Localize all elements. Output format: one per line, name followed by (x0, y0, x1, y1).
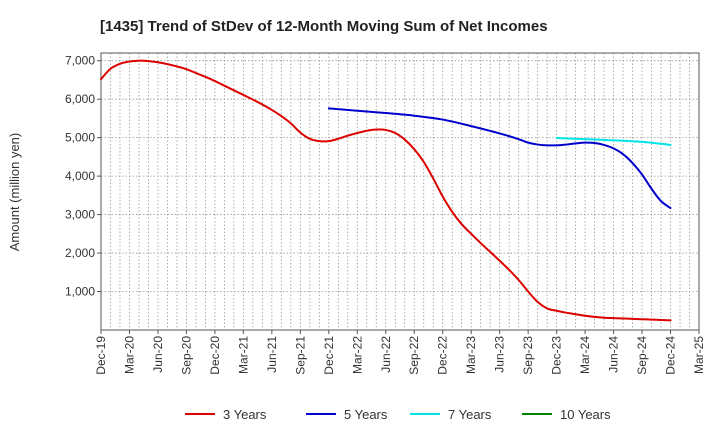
x-tick-label: Dec-21 (322, 336, 336, 375)
x-tick-label: Mar-25 (692, 336, 706, 374)
legend-label-5-years: 5 Years (344, 407, 388, 422)
x-tick-label: Dec-19 (94, 336, 108, 375)
series-line-3-years (100, 59, 672, 322)
x-tick-label: Jun-20 (151, 336, 165, 373)
x-tick-label: Dec-20 (208, 336, 222, 375)
legend-label-10-years: 10 Years (560, 407, 611, 422)
legend-label-3-years: 3 Years (223, 407, 267, 422)
x-tick-label: Mar-22 (350, 336, 364, 374)
x-tick-label: Jun-23 (493, 336, 507, 373)
y-tick-label: 1,000 (65, 285, 95, 299)
y-tick-label: 5,000 (65, 131, 95, 145)
x-tick-label: Mar-20 (122, 336, 136, 374)
plot-background (101, 53, 699, 330)
series-line-7-years (555, 137, 672, 146)
x-tick-label: Jun-24 (607, 336, 621, 373)
x-tick-label: Dec-23 (550, 336, 564, 375)
y-tick-label: 4,000 (65, 169, 95, 183)
x-tick-label: Sep-20 (179, 336, 193, 375)
x-tick-label: Dec-24 (664, 336, 678, 375)
series-line-5-years (327, 107, 672, 210)
legend-label-7-years: 7 Years (448, 407, 492, 422)
x-tick-label: Sep-23 (521, 336, 535, 375)
y-tick-label: 6,000 (65, 92, 95, 106)
plot-area: 1,000 2,000 3,000 4,000 5,000 6,000 7,000 Dec-1… (65, 52, 706, 375)
x-tick-label: Sep-22 (407, 336, 421, 375)
x-tick-label: Jun-22 (379, 336, 393, 373)
y-tick-label: 2,000 (65, 246, 95, 260)
x-tick-label: Mar-21 (236, 336, 250, 374)
y-tick-label: 3,000 (65, 208, 95, 222)
x-tick-label: Mar-23 (464, 336, 478, 374)
x-tick-label: Dec-22 (436, 336, 450, 375)
plot-border (100, 52, 700, 331)
x-tick-label: Sep-24 (635, 336, 649, 375)
legend: 3 Years 5 Years 7 Years 10 Years (185, 407, 611, 422)
x-tick-label: Jun-21 (265, 336, 279, 373)
chart-title: [1435] Trend of StDev of 12-Month Moving… (100, 18, 548, 35)
y-axis-label: Amount (million yen) (7, 133, 22, 252)
x-tick-label: Sep-21 (293, 336, 307, 375)
x-tick-label: Mar-24 (578, 336, 592, 374)
y-tick-label: 7,000 (65, 54, 95, 68)
